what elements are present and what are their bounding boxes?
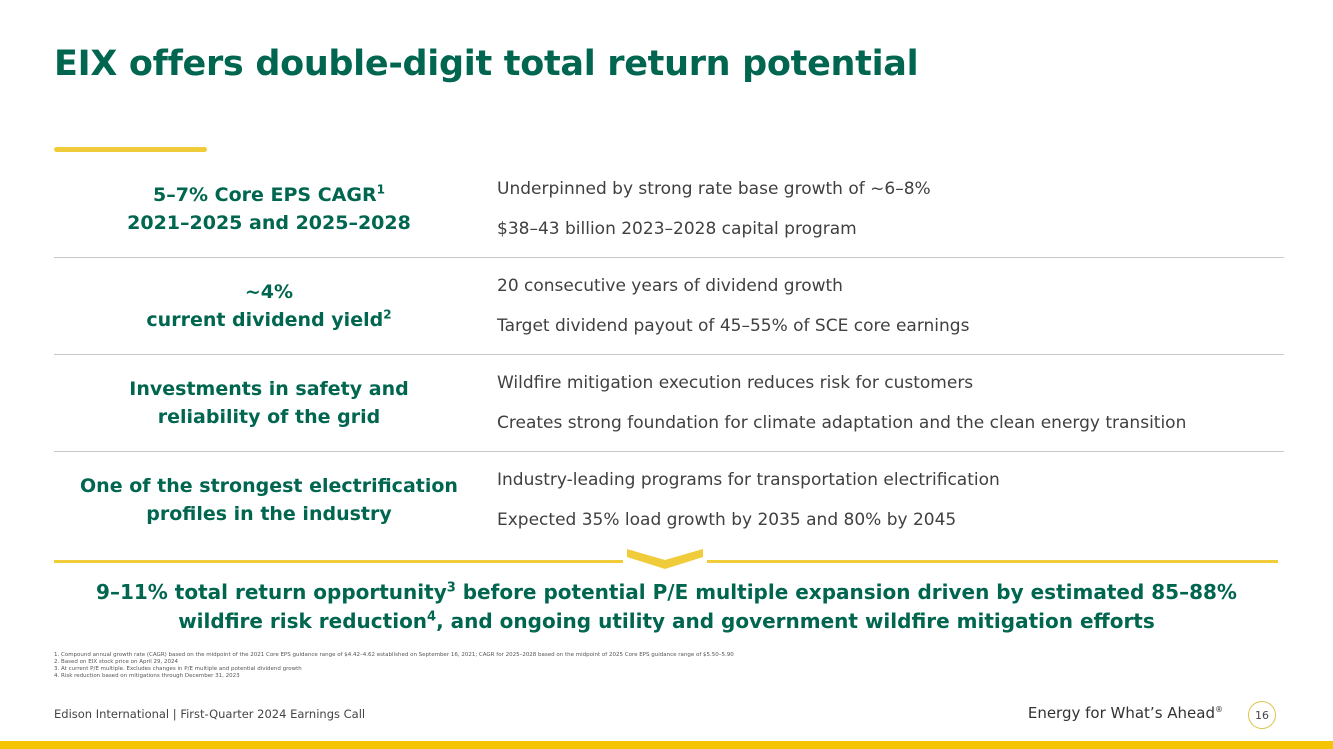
summary-divider-left (54, 560, 623, 563)
row-details: Wildfire mitigation execution reduces ri… (497, 355, 1297, 451)
summary-text: , and ongoing utility and government wil… (436, 609, 1155, 633)
page-title: EIX offers double-digit total return pot… (54, 44, 919, 84)
value-proposition-table: 5–7% Core EPS CAGR1 2021–2025 and 2025–2… (54, 161, 1284, 548)
row-heading-line2: profiles in the industry (146, 503, 392, 525)
registered-mark: ® (1215, 705, 1223, 714)
row-heading: 5–7% Core EPS CAGR1 2021–2025 and 2025–2… (54, 161, 484, 257)
row-heading-line1: One of the strongest electrification (80, 475, 458, 497)
row-detail-item: Industry-leading programs for transporta… (497, 470, 1000, 490)
table-row: 5–7% Core EPS CAGR1 2021–2025 and 2025–2… (54, 161, 1284, 258)
bottom-band (0, 741, 1333, 749)
row-detail-item: Wildfire mitigation execution reduces ri… (497, 373, 974, 393)
brand-tagline: Energy for What’s Ahead® (1028, 704, 1223, 722)
table-row: One of the strongest electrification pro… (54, 452, 1284, 548)
summary-text: wildfire risk reduction (178, 609, 428, 633)
footnote: 2. Based on EIX stock price on April 29,… (54, 659, 179, 665)
tagline-text: Energy for What’s Ahead (1027, 704, 1215, 722)
row-heading-line1: Investments in safety and (129, 378, 409, 400)
row-heading-line1: ~4% (244, 281, 294, 303)
summary-text: before potential P/E multiple expansion … (455, 580, 1237, 604)
row-detail-item: Underpinned by strong rate base growth o… (497, 179, 931, 199)
chevron-down-icon (627, 549, 703, 569)
row-detail-item: Target dividend payout of 45–55% of SCE … (497, 316, 970, 336)
footnote-ref: 1 (376, 182, 385, 197)
footnote-ref: 3 (446, 580, 456, 596)
row-detail-item: Creates strong foundation for climate ad… (497, 413, 1187, 433)
row-heading-line2: reliability of the grid (157, 406, 381, 428)
row-details: 20 consecutive years of dividend growth … (497, 258, 1297, 354)
footnote: 4. Risk reduction based on mitigations t… (54, 673, 240, 679)
row-heading-line2: 2021–2025 and 2025–2028 (127, 212, 411, 234)
footnote-ref: 2 (383, 307, 392, 322)
row-details: Industry-leading programs for transporta… (497, 452, 1297, 548)
row-heading-line2: current dividend yield (146, 309, 384, 331)
footnote-ref: 4 (427, 609, 437, 625)
footnote: 1. Compound annual growth rate (CAGR) ba… (54, 652, 734, 658)
row-detail-item: Expected 35% load growth by 2035 and 80%… (497, 510, 957, 530)
row-heading: Investments in safety and reliability of… (54, 355, 484, 451)
table-row: Investments in safety and reliability of… (54, 355, 1284, 452)
title-accent-bar (54, 147, 207, 152)
footnotes: 1. Compound annual growth rate (CAGR) ba… (54, 652, 734, 680)
summary-divider-right (707, 560, 1278, 563)
footnote: 3. At current P/E multiple. Excludes cha… (54, 666, 302, 672)
row-details: Underpinned by strong rate base growth o… (497, 161, 1297, 257)
summary-text: 9–11% total return opportunity (96, 580, 447, 604)
footer-source: Edison International | First-Quarter 202… (54, 707, 366, 721)
summary-statement: 9–11% total return opportunity3 before p… (40, 578, 1293, 636)
page-number: 16 (1248, 701, 1276, 729)
table-row: ~4% current dividend yield2 20 consecuti… (54, 258, 1284, 355)
row-detail-item: 20 consecutive years of dividend growth (497, 276, 843, 296)
row-detail-item: $38–43 billion 2023–2028 capital program (497, 219, 857, 239)
row-heading-line1: 5–7% Core EPS CAGR (153, 184, 377, 206)
row-heading: ~4% current dividend yield2 (54, 258, 484, 354)
row-heading: One of the strongest electrification pro… (54, 452, 484, 548)
